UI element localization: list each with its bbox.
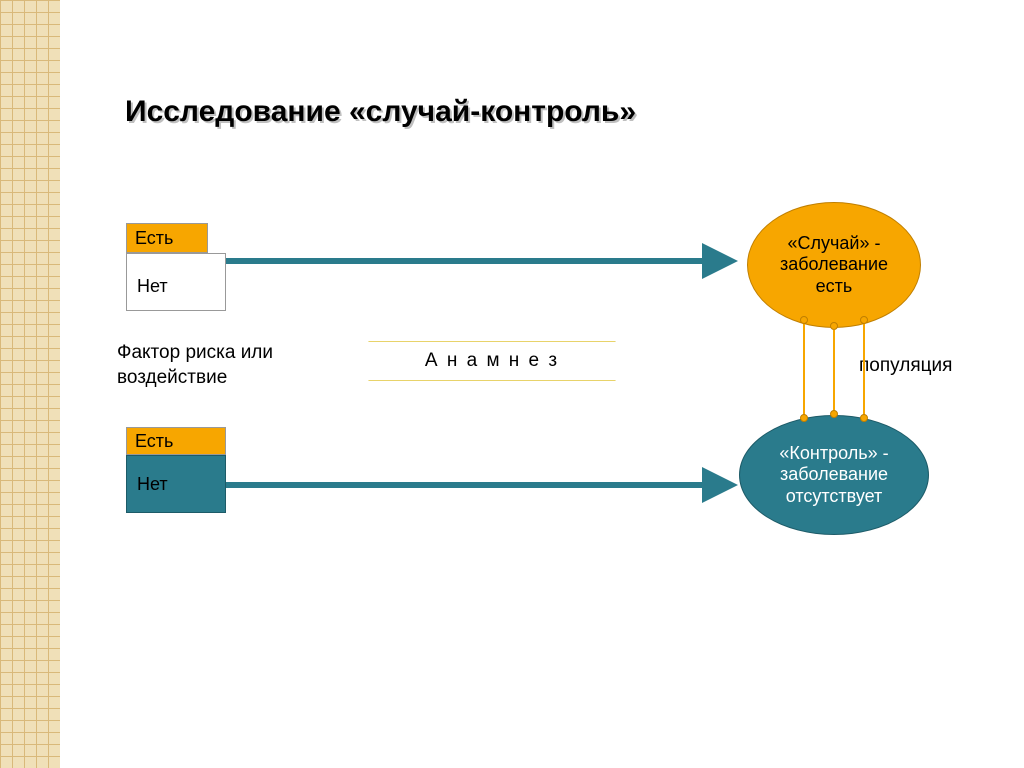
label-population: популяция bbox=[859, 355, 952, 377]
ellipse-case-l1: «Случай» - bbox=[788, 233, 881, 253]
ellipse-case-l3: есть bbox=[816, 276, 853, 296]
connector-dot-2-bot bbox=[830, 410, 838, 418]
anamnez-text: А н а м н е з bbox=[425, 350, 559, 372]
ellipse-case-l2: заболевание bbox=[780, 254, 888, 274]
sidebar-pattern bbox=[0, 0, 60, 768]
anamnez-tag: А н а м н е з bbox=[368, 341, 616, 381]
box-bot-yes-label: Есть bbox=[135, 431, 173, 452]
ellipse-control-l1: «Контроль» - bbox=[779, 443, 888, 463]
connector-dot-1-bot bbox=[800, 414, 808, 422]
slide-canvas: Исследование «случай-контроль» Исследова… bbox=[0, 0, 1024, 768]
box-top-yes-label: Есть bbox=[135, 228, 173, 249]
connector-dot-2-top bbox=[830, 322, 838, 330]
box-top-no-label: Нет bbox=[137, 276, 168, 297]
box-top-no: Нет bbox=[126, 253, 226, 311]
label-risk-factor: Фактор риска или воздействие bbox=[117, 341, 273, 390]
connector-dot-3-top bbox=[860, 316, 868, 324]
label-risk-factor-l2: воздействие bbox=[117, 367, 227, 388]
box-bot-no: Нет bbox=[126, 455, 226, 513]
box-top-yes: Есть bbox=[126, 223, 208, 253]
ellipse-control-text: «Контроль» - заболевание отсутствует bbox=[779, 443, 888, 508]
ellipse-control-l3: отсутствует bbox=[786, 486, 883, 506]
arrow-bot-head bbox=[702, 467, 738, 503]
ellipse-case: «Случай» - заболевание есть bbox=[747, 202, 921, 328]
anamnez-notch-right bbox=[598, 341, 616, 381]
arrow-top-line bbox=[226, 258, 704, 264]
arrow-top-head bbox=[702, 243, 738, 279]
anamnez-notch-left bbox=[368, 341, 386, 381]
connector-dot-1-top bbox=[800, 316, 808, 324]
ellipse-case-text: «Случай» - заболевание есть bbox=[780, 233, 888, 298]
connector-line-3 bbox=[863, 324, 865, 416]
connector-line-1 bbox=[803, 324, 805, 416]
box-bot-yes: Есть bbox=[126, 427, 226, 455]
slide-title: Исследование «случай-контроль» bbox=[125, 95, 636, 129]
ellipse-control: «Контроль» - заболевание отсутствует bbox=[739, 415, 929, 535]
connector-dot-3-bot bbox=[860, 414, 868, 422]
arrow-bot-line bbox=[226, 482, 704, 488]
connector-line-2 bbox=[833, 330, 835, 414]
label-risk-factor-l1: Фактор риска или bbox=[117, 342, 273, 363]
ellipse-control-l2: заболевание bbox=[780, 464, 888, 484]
box-bot-no-label: Нет bbox=[137, 474, 168, 495]
